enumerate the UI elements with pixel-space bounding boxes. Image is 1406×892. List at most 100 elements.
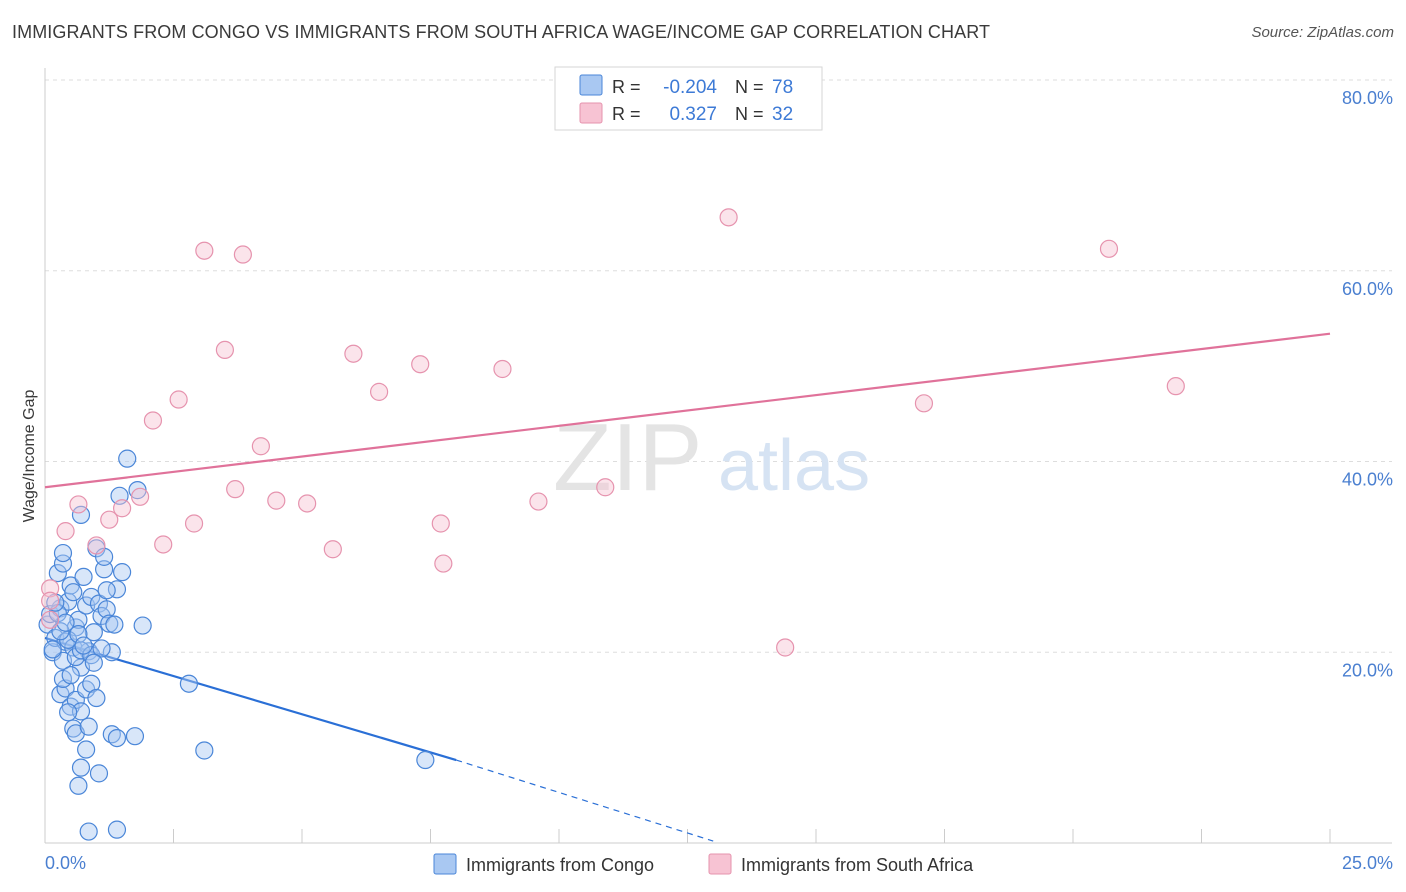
point-congo <box>41 604 60 624</box>
point-south-africa <box>41 610 60 629</box>
point-congo <box>51 622 70 641</box>
point-south-africa <box>87 536 106 555</box>
chart-title: IMMIGRANTS FROM CONGO VS IMMIGRANTS FROM… <box>12 22 991 42</box>
point-south-africa <box>431 514 450 533</box>
point-south-africa <box>251 437 270 456</box>
x-tick-label: 0.0% <box>45 853 86 873</box>
point-south-africa <box>434 554 453 573</box>
point-congo <box>89 764 109 783</box>
point-south-africa <box>184 514 204 533</box>
point-south-africa <box>41 579 60 598</box>
point-south-africa <box>56 522 75 541</box>
y-tick-label: 20.0% <box>1342 660 1393 680</box>
watermark-atlas: atlas <box>718 426 870 506</box>
trend-line-south-africa <box>44 332 1331 489</box>
point-congo <box>71 702 91 721</box>
point-congo <box>61 666 80 685</box>
y-tick-label: 60.0% <box>1342 279 1393 299</box>
y-tick-label: 80.0% <box>1342 88 1393 108</box>
legend-label-south-africa: Immigrants from South Africa <box>741 855 974 875</box>
point-congo <box>133 616 152 635</box>
point-south-africa <box>529 492 548 511</box>
point-congo <box>79 822 98 841</box>
point-congo <box>82 674 101 693</box>
point-congo <box>95 560 114 579</box>
point-congo <box>87 688 106 708</box>
point-congo <box>195 741 214 760</box>
point-congo <box>125 727 145 746</box>
point-congo <box>56 613 75 632</box>
stats-r-label-south-africa: R = <box>612 104 641 124</box>
legend-swatch-congo <box>433 853 457 875</box>
stats-n-value-congo: 78 <box>772 77 793 98</box>
y-tick-label: 40.0% <box>1342 470 1393 490</box>
point-congo <box>77 740 96 759</box>
point-south-africa <box>776 638 795 657</box>
point-south-africa <box>596 478 615 497</box>
point-congo <box>105 615 124 634</box>
chart-source: Source: ZipAtlas.com <box>1251 24 1394 41</box>
point-congo <box>53 543 73 563</box>
point-south-africa <box>195 241 214 260</box>
point-south-africa <box>1166 377 1185 396</box>
point-congo <box>179 674 199 693</box>
point-congo <box>64 583 83 602</box>
stats-n-value-south-africa: 32 <box>772 104 793 125</box>
point-congo <box>59 703 78 722</box>
points-layer <box>38 208 1185 841</box>
stats-r-value-congo: -0.204 <box>663 77 717 98</box>
point-congo <box>79 717 98 736</box>
legend-swatch-south-africa <box>708 853 732 875</box>
point-congo <box>102 643 121 662</box>
point-south-africa <box>411 355 430 374</box>
point-south-africa <box>344 344 363 363</box>
tick-label-layer: 20.0% 40.0% 60.0% 80.0% 0.0% 25.0% <box>45 88 1393 873</box>
point-congo <box>84 653 103 672</box>
point-congo <box>97 600 116 619</box>
point-congo <box>118 449 137 468</box>
trend-layer <box>44 332 1331 842</box>
point-congo <box>74 567 93 587</box>
point-congo <box>64 719 83 738</box>
series-legend: Immigrants from Congo Immigrants from So… <box>433 853 974 875</box>
stats-r-label-congo: R = <box>612 77 641 97</box>
point-south-africa <box>370 382 389 401</box>
point-congo <box>100 614 119 633</box>
x-tick-label: 25.0% <box>1342 853 1393 873</box>
point-congo <box>48 563 67 583</box>
point-congo <box>416 750 435 770</box>
point-south-africa <box>41 591 60 610</box>
stats-swatch-south-africa <box>579 102 603 124</box>
point-congo <box>53 554 73 573</box>
point-south-africa <box>226 480 245 499</box>
point-congo <box>74 636 93 655</box>
stats-legend: R = -0.204 N = 78 R = 0.327 N = 32 <box>554 66 823 131</box>
point-south-africa <box>143 411 163 430</box>
point-south-africa <box>493 359 512 379</box>
trend-line-congo <box>44 636 457 762</box>
point-south-africa <box>69 495 88 514</box>
point-congo <box>84 623 103 642</box>
point-congo <box>71 505 91 525</box>
stats-r-value-south-africa: 0.327 <box>669 104 717 125</box>
point-congo <box>69 776 88 795</box>
y-axis-label: Wage/Income Gap <box>21 390 38 523</box>
point-south-africa <box>112 499 132 518</box>
point-south-africa <box>215 340 234 360</box>
point-south-africa <box>233 245 252 264</box>
point-south-africa <box>100 510 119 529</box>
point-south-africa <box>1099 239 1119 258</box>
point-south-africa <box>267 491 286 510</box>
point-congo <box>107 728 127 748</box>
stats-n-label-south-africa: N = <box>735 104 764 124</box>
point-south-africa <box>298 494 317 513</box>
stats-swatch-congo <box>579 74 603 96</box>
point-congo <box>71 641 91 660</box>
point-south-africa <box>914 394 934 413</box>
stats-n-label-congo: N = <box>735 77 764 97</box>
watermark-zip: ZIP <box>553 404 702 511</box>
point-congo <box>43 640 62 659</box>
point-south-africa <box>169 390 188 409</box>
axis-layer <box>44 68 1392 844</box>
